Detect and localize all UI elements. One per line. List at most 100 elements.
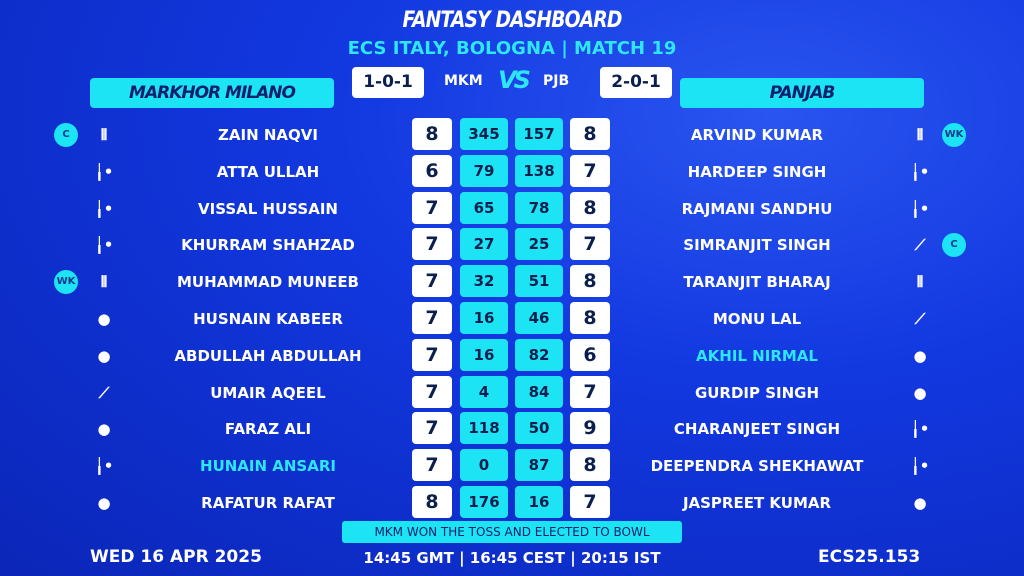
away-player-rating: 8 <box>570 265 610 298</box>
home-player-points: 65 <box>460 191 508 224</box>
ball-icon: ● <box>97 494 111 512</box>
away-player-name: HARDEEP SINGH <box>687 162 827 181</box>
home-player-rating: 7 <box>412 375 452 408</box>
home-player-rating: 8 <box>412 486 452 518</box>
home-player-name: ZAIN NAQVI <box>218 126 318 144</box>
away-player-points: 50 <box>515 412 563 445</box>
home-player-name: FARAZ ALI <box>224 420 312 439</box>
player-row: ● RAFATUR RAFAT 8 176 16 7 JASPREET KUMAR ● <box>0 486 1024 520</box>
player-row: ╽• ATTA ULLAH 6 79 138 7 HARDEEP SINGH ╽• <box>0 154 1024 189</box>
away-player-points: 157 <box>515 118 563 150</box>
home-player-rating: 6 <box>412 154 452 187</box>
home-player-rating: 7 <box>412 449 452 482</box>
away-player-points: 46 <box>515 302 563 334</box>
home-player-name: MUHAMMAD MUNEEB <box>177 273 359 292</box>
bat-icon: ⟋ <box>914 310 926 328</box>
ball-icon: ● <box>913 383 927 402</box>
home-player-rating: 7 <box>412 338 452 371</box>
away-player-rating: 8 <box>570 449 610 482</box>
away-record: 2-0-1 <box>600 67 672 98</box>
away-player-rating: 7 <box>570 486 610 518</box>
player-row: WK ⫴ MUHAMMAD MUNEEB 7 32 51 8 TARANJIT BHARAJ ⫴ <box>0 265 1024 299</box>
player-row: ⟋ UMAIR AQEEL 7 4 84 7 GURDIP SINGH ● <box>0 375 1024 410</box>
home-record: 1-0-1 <box>352 67 424 98</box>
match-code: ECS25.153 <box>818 547 921 567</box>
home-player-name: RAFATUR RAFAT <box>201 494 335 512</box>
away-player-points: 138 <box>515 154 563 187</box>
bat-ball-icon: ╽• <box>910 162 930 181</box>
ball-icon: ● <box>97 420 111 439</box>
match-times: 14:45 GMT | 16:45 CEST | 20:15 IST <box>363 549 661 567</box>
home-player-points: 32 <box>460 265 508 298</box>
home-player-points: 176 <box>460 486 508 518</box>
page-title: FANTASY DASHBOARD <box>402 8 622 33</box>
ball-icon: ● <box>97 310 111 328</box>
away-player-points: 82 <box>515 338 563 371</box>
home-player-points: 345 <box>460 118 508 150</box>
home-role-badge: C <box>54 123 78 147</box>
away-player-name: ARVIND KUMAR <box>690 126 824 144</box>
bat-ball-icon: ╽• <box>910 457 930 476</box>
away-player-name: TARANJIT BHARAJ <box>683 273 831 292</box>
away-player-points: 84 <box>515 375 563 408</box>
stumps-icon: ⫴ <box>916 273 924 292</box>
home-player-name: UMAIR AQEEL <box>210 383 326 402</box>
home-player-points: 118 <box>460 412 508 445</box>
away-team-name: PANJAB <box>680 78 924 108</box>
bat-ball-icon: ╽• <box>94 199 114 218</box>
away-player-name: AKHIL NIRMAL <box>696 346 818 365</box>
player-row: ╽• HUNAIN ANSARI 7 0 87 8 DEEPENDRA SHEKHAWAT ╽… <box>0 449 1024 483</box>
home-player-name: HUSNAIN KABEER <box>193 310 343 328</box>
home-player-rating: 8 <box>412 118 452 150</box>
bat-icon: ⟋ <box>914 236 926 255</box>
stumps-icon: ⫴ <box>100 126 108 144</box>
player-row: ● ABDULLAH ABDULLAH 7 16 82 6 AKHIL NIRMAL ● <box>0 338 1024 373</box>
away-player-name: CHARANJEET SINGH <box>673 420 841 439</box>
away-player-rating: 7 <box>570 154 610 187</box>
home-player-points: 16 <box>460 338 508 371</box>
home-player-name: ATTA ULLAH <box>216 162 320 181</box>
away-player-rating: 9 <box>570 412 610 445</box>
away-player-name: RAJMANI SANDHU <box>681 199 833 218</box>
home-player-points: 0 <box>460 449 508 482</box>
player-row: ╽• VISSAL HUSSAIN 7 65 78 8 RAJMANI SANDHU ╽• <box>0 191 1024 226</box>
player-row: ╽• KHURRAM SHAHZAD 7 27 25 7 SIMRANJIT SINGH ⟋ C <box>0 228 1024 262</box>
home-player-rating: 7 <box>412 191 452 224</box>
away-player-points: 51 <box>515 265 563 298</box>
away-player-points: 78 <box>515 191 563 224</box>
home-player-name: KHURRAM SHAHZAD <box>181 236 355 255</box>
home-player-rating: 7 <box>412 228 452 261</box>
away-abbr: PJB <box>543 73 570 89</box>
away-player-rating: 6 <box>570 338 610 371</box>
player-row: ● FARAZ ALI 7 118 50 9 CHARANJEET SINGH ╽• <box>0 412 1024 446</box>
ball-icon: ● <box>913 494 927 512</box>
toss-result: MKM WON THE TOSS AND ELECTED TO BOWL <box>342 521 682 543</box>
match-subtitle: ECS ITALY, BOLOGNA | MATCH 19 <box>347 38 677 59</box>
home-player-name: ABDULLAH ABDULLAH <box>174 346 362 365</box>
stumps-icon: ⫴ <box>916 126 924 144</box>
ball-icon: ● <box>97 346 111 365</box>
away-player-name: JASPREET KUMAR <box>682 494 832 512</box>
home-player-rating: 7 <box>412 265 452 298</box>
ball-icon: ● <box>913 346 927 365</box>
away-player-rating: 8 <box>570 302 610 334</box>
away-player-points: 16 <box>515 486 563 518</box>
bat-ball-icon: ╽• <box>910 199 930 218</box>
bat-ball-icon: ╽• <box>94 236 114 255</box>
player-row: C ⫴ ZAIN NAQVI 8 345 157 8 ARVIND KUMAR ⫴ WK <box>0 118 1024 152</box>
away-player-rating: 8 <box>570 191 610 224</box>
home-role-badge: WK <box>54 270 78 295</box>
away-player-name: SIMRANJIT SINGH <box>683 236 831 255</box>
player-row: ● HUSNAIN KABEER 7 16 46 8 MONU LAL ⟋ <box>0 302 1024 336</box>
bat-icon: ⟋ <box>98 383 110 402</box>
away-player-name: MONU LAL <box>712 310 802 328</box>
away-role-badge: WK <box>942 123 966 147</box>
bat-ball-icon: ╽• <box>910 420 930 439</box>
home-abbr: MKM <box>444 73 483 89</box>
home-player-points: 4 <box>460 375 508 408</box>
away-player-rating: 7 <box>570 228 610 261</box>
home-team-name: MARKHOR MILANO <box>90 78 334 108</box>
away-player-name: GURDIP SINGH <box>694 383 820 402</box>
away-player-rating: 8 <box>570 118 610 150</box>
bat-ball-icon: ╽• <box>94 162 114 181</box>
